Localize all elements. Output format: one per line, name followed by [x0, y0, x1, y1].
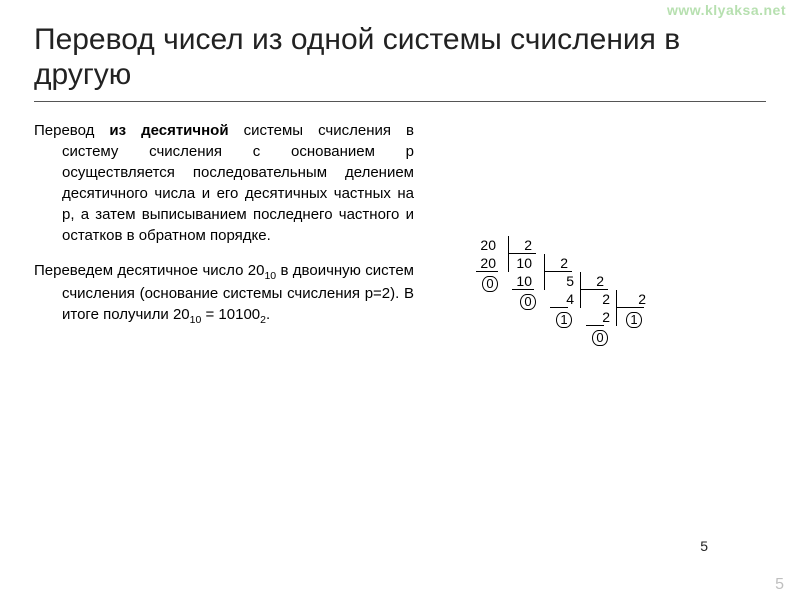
division-remainder: 0 [592, 330, 608, 346]
division-vline [580, 272, 581, 308]
division-vline [544, 254, 545, 290]
division-number: 2 [628, 292, 646, 306]
division-number: 20 [478, 238, 496, 252]
para1-rest: системы счисления в систему счисления с … [62, 122, 414, 244]
division-number: 4 [556, 292, 574, 306]
page-title: Перевод чисел из одной системы счисления… [34, 22, 766, 93]
division-number: 20 [478, 256, 496, 270]
division-number: 10 [514, 274, 532, 288]
division-remainder: 0 [520, 294, 536, 310]
division-hline [544, 271, 572, 272]
para2-d: . [266, 306, 270, 323]
title-rule [34, 101, 766, 102]
page-number-outer: 5 [775, 576, 784, 594]
division-number: 10 [514, 256, 532, 270]
para1-lead: Перевод [34, 122, 109, 139]
para2-a: Переведем десятичное число 20 [34, 262, 264, 279]
division-number: 2 [586, 274, 604, 288]
paragraph-1: Перевод из десятичной системы счисления … [34, 120, 414, 246]
division-hline [508, 253, 536, 254]
division-hline [580, 289, 608, 290]
division-number: 2 [592, 310, 610, 324]
paragraph-2: Переведем десятичное число 2010 в двоичн… [34, 260, 414, 328]
division-remainder: 1 [626, 312, 642, 328]
slide: Перевод чисел из одной системы счисления… [0, 0, 800, 600]
para2-b-sub: 10 [190, 314, 202, 326]
para2-c: = 10100 [201, 306, 260, 323]
division-hline [476, 271, 498, 272]
division-hline [616, 307, 644, 308]
page-number-inner: 5 [700, 538, 708, 554]
text-column: Перевод из десятичной системы счисления … [34, 120, 414, 342]
para1-bold: из десятичной [109, 122, 228, 139]
division-number: 2 [550, 256, 568, 270]
division-remainder: 1 [556, 312, 572, 328]
watermark: www.klyaksa.net [667, 2, 786, 18]
division-remainder: 0 [482, 276, 498, 292]
division-hline [586, 325, 604, 326]
division-number: 5 [556, 274, 574, 288]
content-columns: Перевод из десятичной системы счисления … [34, 120, 766, 342]
division-number: 2 [592, 292, 610, 306]
division-hline [550, 307, 568, 308]
division-vline [508, 236, 509, 272]
division-hline [512, 289, 534, 290]
para2-a-sub: 10 [264, 270, 276, 282]
division-vline [616, 290, 617, 326]
diagram-column: 202200102100524122201 [434, 120, 766, 342]
division-number: 2 [514, 238, 532, 252]
